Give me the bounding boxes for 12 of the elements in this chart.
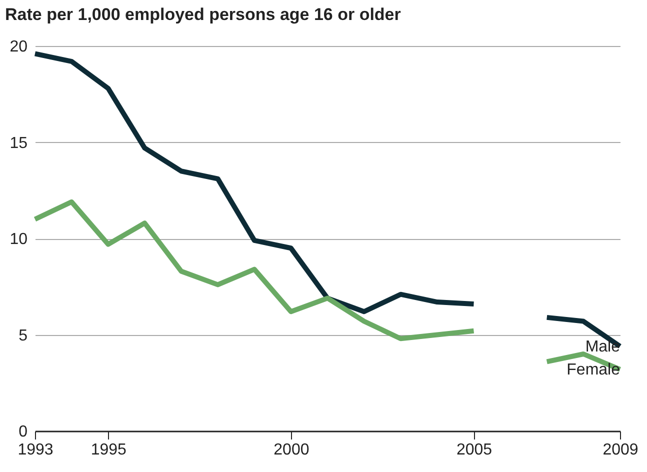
x-tick-label: 2000 — [274, 442, 310, 458]
x-tick-label: 1995 — [90, 442, 127, 458]
x-tick-label: 2005 — [456, 442, 492, 458]
x-tick-label: 1993 — [18, 442, 54, 458]
x-tick-label: 2009 — [602, 442, 638, 458]
y-tick-label: 20 — [10, 38, 28, 56]
y-tick-label: 10 — [10, 231, 28, 248]
y-axis-title: Rate per 1,000 employed persons age 16 or older — [5, 5, 402, 24]
series-label: Female — [566, 361, 620, 378]
y-tick-label: 0 — [18, 424, 28, 440]
y-tick-label: 5 — [18, 327, 28, 344]
y-tick-label: 15 — [10, 134, 28, 152]
